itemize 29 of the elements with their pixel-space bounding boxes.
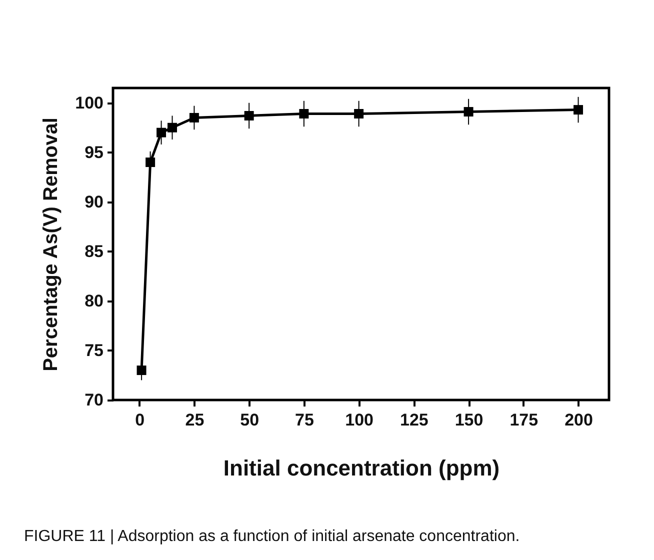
x-tick-label: 175 bbox=[510, 410, 538, 430]
y-tick-label: 80 bbox=[84, 291, 104, 310]
x-tick-label: 200 bbox=[564, 410, 593, 430]
y-tick-label: 70 bbox=[84, 390, 104, 410]
point bbox=[464, 107, 474, 117]
x-tick-label: 25 bbox=[185, 410, 204, 430]
y-axis-title: Percentage As(V) Removal bbox=[40, 118, 62, 372]
point bbox=[354, 109, 364, 118]
y-tick-label: 100 bbox=[75, 93, 104, 112]
x-tick-label: 75 bbox=[294, 410, 314, 430]
point bbox=[156, 128, 166, 138]
point bbox=[146, 158, 156, 168]
point bbox=[189, 112, 199, 122]
point bbox=[136, 366, 146, 376]
y-tick-label: 95 bbox=[84, 142, 104, 162]
x-tick-label: 125 bbox=[400, 410, 428, 430]
y-tick-label: 90 bbox=[84, 192, 104, 212]
caption: FIGURE 11 | Adsorption as a function of initial arsenate concentration. bbox=[24, 528, 520, 546]
point bbox=[574, 105, 584, 115]
x-tick-label: 150 bbox=[454, 410, 484, 430]
y-tick-label: 85 bbox=[84, 242, 104, 261]
x-tick-label: 50 bbox=[240, 410, 260, 430]
x-tick-label: 0 bbox=[135, 410, 145, 430]
x-axis-title: Initial concentration (ppm) bbox=[223, 456, 500, 480]
y-tick-label: 75 bbox=[84, 340, 104, 360]
point bbox=[244, 110, 254, 120]
point bbox=[168, 122, 177, 132]
x-tick-label: 100 bbox=[345, 410, 374, 430]
point bbox=[299, 109, 309, 118]
